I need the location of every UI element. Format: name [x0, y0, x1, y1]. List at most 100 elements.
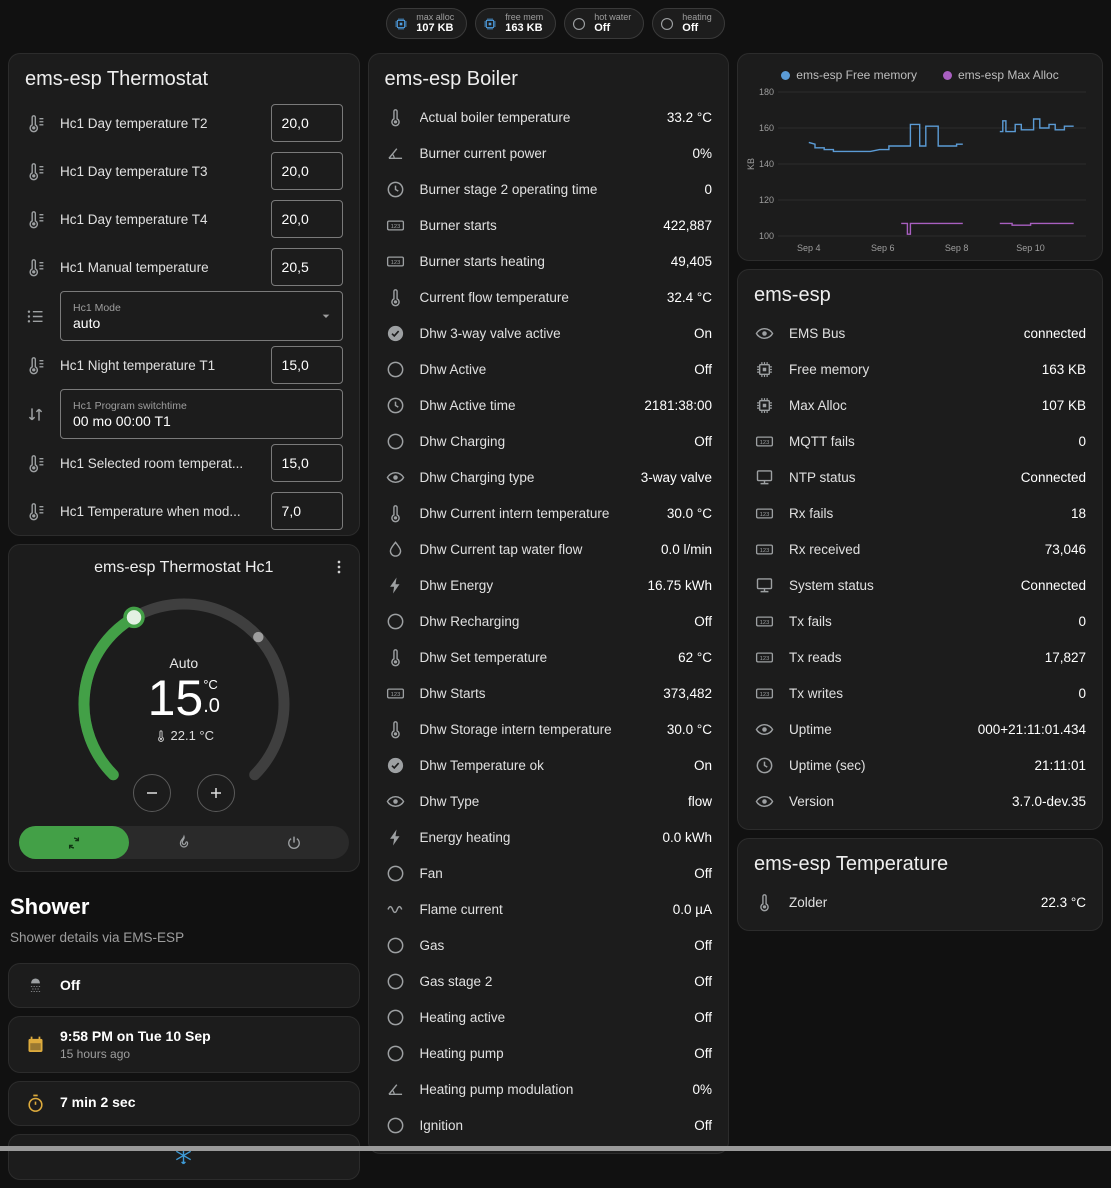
status-chip[interactable]: free mem 163 KB	[475, 8, 557, 39]
status-chip[interactable]: max alloc 107 KB	[386, 8, 468, 39]
entity-row[interactable]: 123 Tx writes 0	[738, 675, 1102, 711]
memory-history-chart[interactable]: 100 120 140 160 180 Sep 4 Sep 6 Sep 8 Sep 10 KB	[746, 84, 1094, 256]
dial-target-handle[interactable]	[123, 606, 145, 629]
entity-row[interactable]: 123 Dhw Starts 373,482	[369, 675, 728, 711]
entity-row[interactable]: 123 Tx reads 17,827	[738, 639, 1102, 675]
svg-text:123: 123	[760, 439, 769, 445]
entity-row[interactable]: Heating active Off	[369, 999, 728, 1035]
caret-down-icon	[318, 308, 334, 324]
card-title: ems-esp Thermostat Hc1	[94, 559, 274, 576]
entity-row[interactable]: Dhw Temperature ok On	[369, 747, 728, 783]
number-input[interactable]	[270, 200, 343, 238]
entity-row[interactable]: Dhw Type flow	[369, 783, 728, 819]
entity-row[interactable]: Dhw Current tap water flow 0.0 l/min	[369, 531, 728, 567]
shower-info-card[interactable]: 9:58 PM on Tue 10 Sep 15 hours ago	[8, 1016, 360, 1073]
hvac-mode-auto-button[interactable]	[19, 826, 129, 859]
number-input[interactable]	[270, 248, 343, 286]
entity-row[interactable]: Gas Off	[369, 927, 728, 963]
entity-row[interactable]: 123 MQTT fails 0	[738, 423, 1102, 459]
entity-row[interactable]: Gas stage 2 Off	[369, 963, 728, 999]
calendar-icon	[25, 1034, 46, 1055]
entity-row[interactable]: NTP status Connected	[738, 459, 1102, 495]
circle-icon	[659, 16, 675, 32]
entity-row[interactable]: 123 Rx received 73,046	[738, 531, 1102, 567]
hvac-mode-off-button[interactable]	[239, 826, 349, 859]
temp-decrease-button[interactable]	[132, 774, 171, 812]
entity-row[interactable]: Dhw Active Off	[369, 351, 728, 387]
circle-icon	[385, 611, 406, 632]
svg-text:Sep 10: Sep 10	[1016, 243, 1045, 253]
hvac-mode-heat-button[interactable]	[129, 826, 239, 859]
legend-dot	[781, 70, 791, 80]
entity-row[interactable]: Heating pump Off	[369, 1035, 728, 1071]
mode-select[interactable]: Hc1 Mode auto	[60, 291, 343, 341]
thermostat-dial[interactable]	[59, 579, 309, 814]
entity-row[interactable]: Zolder 22.3 °C	[738, 884, 1102, 920]
entity-row[interactable]: 123 Rx fails 18	[738, 495, 1102, 531]
entity-row[interactable]: Dhw Energy 16.75 kWh	[369, 567, 728, 603]
entity-row[interactable]: Uptime (sec) 21:11:01	[738, 747, 1102, 783]
entity-row[interactable]: Dhw Storage intern temperature 30.0 °C	[369, 711, 728, 747]
entity-row[interactable]: 123 Burner starts 422,887	[369, 207, 728, 243]
status-chip[interactable]: hot water Off	[564, 8, 645, 39]
entity-row[interactable]: EMS Bus connected	[738, 315, 1102, 351]
entity-row[interactable]: Dhw Current intern temperature 30.0 °C	[369, 495, 728, 531]
entity-row[interactable]: Dhw 3-way valve active On	[369, 315, 728, 351]
entity-row[interactable]: Max Alloc 107 KB	[738, 387, 1102, 423]
circle-icon	[571, 16, 587, 32]
number-input[interactable]	[270, 346, 343, 384]
entity-row[interactable]: Dhw Set temperature 62 °C	[369, 639, 728, 675]
entity-row[interactable]: Dhw Charging Off	[369, 423, 728, 459]
entity-row[interactable]: 123 Tx fails 0	[738, 603, 1102, 639]
shower-info-card[interactable]: 7 min 2 sec	[8, 1080, 360, 1126]
shower-info-card[interactable]: Off	[8, 963, 360, 1008]
current-icon	[385, 899, 406, 920]
entity-row[interactable]: Ignition Off	[369, 1107, 728, 1143]
text-input[interactable]: Hc1 Program switchtime 00 mo 00:00 T1	[60, 389, 343, 439]
entity-row[interactable]: Flame current 0.0 µA	[369, 891, 728, 927]
right-column: ems-esp Free memory ems-esp Max Alloc 100…	[737, 53, 1103, 931]
more-options-icon[interactable]	[329, 557, 349, 577]
horizontal-scrollbar[interactable]	[0, 1146, 1111, 1151]
entity-row[interactable]: Dhw Active time 2181:38:00	[369, 387, 728, 423]
svg-text:123: 123	[760, 691, 769, 697]
entity-row[interactable]: Energy heating 0.0 kWh	[369, 819, 728, 855]
card-title: ems-esp Boiler	[384, 68, 518, 90]
number-input[interactable]	[270, 444, 343, 482]
frost-card[interactable]	[8, 1133, 360, 1180]
entity-row[interactable]: Fan Off	[369, 855, 728, 891]
entity-row[interactable]: Current flow temperature 32.4 °C	[369, 279, 728, 315]
eye-icon	[754, 719, 775, 740]
svg-text:123: 123	[760, 655, 769, 661]
legend-item[interactable]: ems-esp Free memory	[781, 68, 917, 82]
entity-row[interactable]: Burner stage 2 operating time 0	[369, 171, 728, 207]
number-input[interactable]	[270, 104, 343, 142]
svg-text:KB: KB	[746, 158, 756, 170]
entity-row[interactable]: Dhw Charging type 3-way valve	[369, 459, 728, 495]
entity-row[interactable]: System status Connected	[738, 567, 1102, 603]
entity-row[interactable]: Dhw Recharging Off	[369, 603, 728, 639]
entity-row[interactable]: 123 Burner starts heating 49,405	[369, 243, 728, 279]
number-input[interactable]	[270, 152, 343, 190]
circle-icon	[385, 1115, 406, 1136]
svg-text:123: 123	[760, 511, 769, 517]
card-title: ems-esp Thermostat	[25, 68, 209, 90]
thermometer-lines-icon	[25, 209, 46, 230]
temp-increase-button[interactable]	[196, 774, 235, 812]
entity-row[interactable]: Heating pump modulation 0%	[369, 1071, 728, 1107]
entity-row[interactable]: Actual boiler temperature 33.2 °C	[369, 99, 728, 135]
dial-active-arc	[78, 611, 140, 781]
entity-row[interactable]: Uptime 000+21:11:01.434	[738, 711, 1102, 747]
clock-icon	[754, 755, 775, 776]
network-icon	[754, 575, 775, 596]
thermometer-icon	[385, 503, 406, 524]
legend-item[interactable]: ems-esp Max Alloc	[943, 68, 1059, 82]
entity-row[interactable]: Burner current power 0%	[369, 135, 728, 171]
circle-icon	[385, 1007, 406, 1028]
entity-row[interactable]: Free memory 163 KB	[738, 351, 1102, 387]
thermometer-lines-icon	[25, 161, 46, 182]
status-chip[interactable]: heating Off	[652, 8, 725, 39]
number-input[interactable]	[270, 492, 343, 530]
entity-row[interactable]: Version 3.7.0-dev.35	[738, 783, 1102, 819]
counter-icon: 123	[754, 683, 775, 704]
